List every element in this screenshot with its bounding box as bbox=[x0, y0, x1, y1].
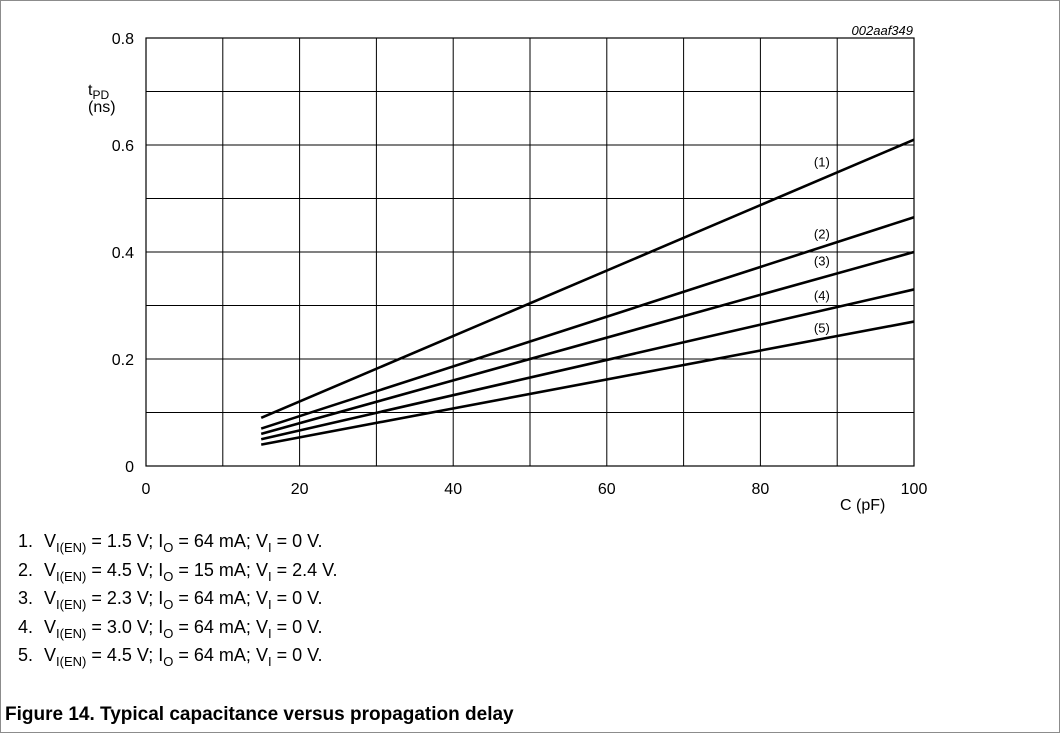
series-line-5 bbox=[260, 320, 915, 446]
y-tick-label: 0.2 bbox=[112, 352, 134, 369]
series-line-1 bbox=[260, 138, 915, 420]
note-item-4: 4. VI(EN) = 3.0 V; IO = 64 mA; VI = 0 V. bbox=[18, 613, 337, 642]
series-line-3 bbox=[260, 250, 915, 436]
y-tick-label: 0.4 bbox=[112, 245, 134, 262]
x-tick-label: 20 bbox=[291, 481, 309, 498]
grid bbox=[145, 37, 915, 467]
series-label-5: (5) bbox=[814, 320, 830, 335]
y-axis-unit: (ns) bbox=[88, 99, 116, 116]
y-tick-label: 0 bbox=[125, 459, 134, 476]
y-axis-label: tPD bbox=[88, 82, 109, 102]
series-label-1: (1) bbox=[814, 154, 830, 169]
x-tick-label: 0 bbox=[142, 481, 151, 498]
x-tick-label: 100 bbox=[901, 481, 928, 498]
note-item-1: 1. VI(EN) = 1.5 V; IO = 64 mA; VI = 0 V. bbox=[18, 527, 337, 556]
series-label-3: (3) bbox=[814, 253, 830, 268]
y-tick-label: 0.6 bbox=[112, 138, 134, 155]
tick-labels: 0 20 40 60 80 100 0 0.2 0.4 0.6 0.8 bbox=[112, 31, 928, 498]
note-number: 3. bbox=[18, 588, 34, 608]
note-item-2: 2. VI(EN) = 4.5 V; IO = 15 mA; VI = 2.4 V… bbox=[18, 556, 337, 585]
note-number: 2. bbox=[18, 559, 34, 580]
series-label-4: (4) bbox=[814, 288, 830, 303]
figure-caption: Figure 14. Typical capacitance versus pr… bbox=[5, 704, 514, 725]
note-number: 1. bbox=[18, 531, 34, 551]
condition-notes: 1. VI(EN) = 1.5 V; IO = 64 mA; VI = 0 V. 2… bbox=[18, 527, 337, 670]
note-item-3: 3. VI(EN) = 2.3 V; IO = 64 mA; VI = 0 V. bbox=[18, 584, 337, 613]
series-line-4 bbox=[260, 288, 915, 441]
series-labels: (1) (2) (3) (4) (5) bbox=[814, 154, 830, 335]
chart: (1) (2) (3) (4) (5) 0 20 40 60 80 100 0 0.2 0.4 0.6 0.… bbox=[88, 23, 928, 514]
note-number: 4. bbox=[18, 616, 34, 637]
note-item-5: 5. VI(EN) = 4.5 V; IO = 64 mA; VI = 0 V. bbox=[18, 641, 337, 670]
figure-code: 002aaf349 bbox=[852, 23, 913, 38]
x-tick-label: 60 bbox=[598, 481, 616, 498]
series-label-2: (2) bbox=[814, 227, 830, 242]
x-tick-label: 40 bbox=[444, 481, 462, 498]
series-lines bbox=[260, 138, 915, 446]
x-axis-label: C (pF) bbox=[840, 497, 885, 514]
y-tick-label: 0.8 bbox=[112, 31, 134, 48]
series-line-2 bbox=[260, 215, 915, 430]
note-number: 5. bbox=[18, 645, 34, 665]
x-tick-label: 80 bbox=[752, 481, 770, 498]
